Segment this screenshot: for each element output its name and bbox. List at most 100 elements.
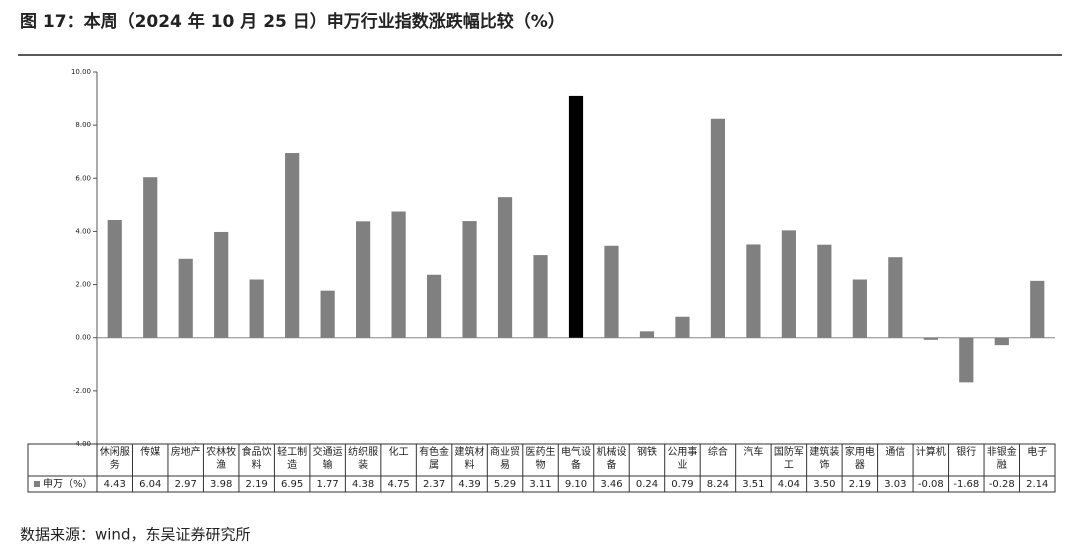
category-cell: 建筑材料: [454, 447, 485, 471]
x-tick-label: 银行: [956, 447, 977, 458]
value-label: -0.08: [918, 479, 944, 490]
value-label: 0.79: [671, 479, 693, 490]
value-label: -1.68: [953, 479, 979, 490]
category-cell: 商业贸易: [490, 447, 521, 471]
bar: [852, 279, 867, 338]
value-label: 4.75: [387, 479, 409, 490]
category-cell: 电子: [1027, 447, 1048, 458]
bar: [143, 177, 158, 338]
value-label: 4.04: [778, 479, 800, 490]
x-tick-label: 交通运输: [312, 447, 343, 471]
x-tick-label: 综合: [707, 447, 728, 458]
category-cell: 公用事业: [667, 447, 698, 471]
bar: [781, 230, 796, 338]
category-cell: 电气设备: [561, 447, 591, 471]
source: 数据来源：wind，东吴证券研究所: [20, 526, 250, 544]
value-label: 0.24: [636, 479, 658, 490]
y-tick-label: -2.00: [73, 387, 91, 395]
value-label: 2.14: [1026, 479, 1048, 490]
value-label: 6.04: [139, 479, 161, 490]
bar: [710, 118, 726, 338]
category-cell: 银行: [956, 447, 977, 458]
value-label: -0.28: [989, 479, 1015, 490]
value-label: 1.77: [316, 479, 338, 490]
category-cell: 食品饮料: [241, 447, 272, 471]
y-tick-label: 10.00: [71, 68, 91, 76]
value-label: 2.19: [849, 479, 871, 490]
x-tick-label: 房地产: [170, 447, 201, 458]
bar: [959, 337, 974, 383]
category-cell: 钢铁: [636, 447, 657, 458]
bar: [107, 220, 122, 338]
value-label: 2.19: [246, 479, 268, 490]
value-label: 3.11: [529, 479, 551, 490]
bar: [497, 197, 513, 338]
x-tick-label: 公用事业: [667, 447, 698, 471]
legend-swatch: [34, 481, 40, 487]
x-tick-label: 休闲服务: [99, 447, 130, 471]
value-label: 6.95: [281, 479, 303, 490]
x-tick-label: 计算机: [915, 447, 946, 458]
value-label: 2.37: [423, 479, 445, 490]
category-cell: 医药生物: [525, 447, 556, 471]
y-tick-label: 8.00: [75, 121, 91, 129]
category-cell: 家用电器: [844, 447, 875, 471]
x-tick-label: 汽车: [743, 447, 764, 458]
category-cell: 机械设备: [596, 447, 627, 471]
value-label: 3.51: [742, 479, 764, 490]
x-tick-label: 通信: [885, 447, 906, 458]
x-tick-label: 化工: [388, 447, 409, 458]
y-tick-label: 6.00: [75, 174, 91, 182]
y-tick-label: 2.00: [75, 281, 91, 289]
bar: [426, 274, 442, 338]
x-tick-label: 钢铁: [636, 447, 657, 458]
x-tick-label: 非银金融: [986, 447, 1017, 471]
category-cell: 房地产: [170, 447, 201, 458]
x-tick-label: 商业贸易: [490, 447, 521, 471]
category-cell: 交通运输: [312, 447, 343, 471]
bar: [320, 290, 335, 338]
bar: [178, 258, 193, 338]
x-tick-label: 有色金属: [419, 447, 450, 471]
value-label: 5.29: [494, 479, 516, 490]
x-tick-label: 建筑装饰: [809, 447, 840, 471]
value-label: 2.97: [175, 479, 197, 490]
bar: [604, 245, 619, 338]
category-cell: 化工: [388, 447, 409, 458]
x-tick-label: 农林牧渔: [206, 447, 237, 471]
bar: [391, 211, 406, 338]
bar: [994, 337, 1009, 346]
category-cell: 综合: [707, 447, 728, 458]
x-tick-label: 机械设备: [596, 447, 627, 471]
bar: [285, 153, 300, 338]
bar: [639, 331, 655, 338]
category-cell: 有色金属: [419, 447, 450, 471]
bar: [249, 279, 264, 338]
chart-title: 图 17：本周（2024 年 10 月 25 日）申万行业指数涨跌幅比较（%）: [20, 11, 565, 32]
value-label: 4.39: [458, 479, 480, 490]
category-cell: 国防军工: [774, 447, 804, 471]
bar: [675, 316, 690, 338]
y-tick-label: 0.00: [75, 334, 91, 342]
x-tick-label: 医药生物: [525, 447, 556, 471]
category-cell: 轻工制造: [277, 447, 307, 471]
value-label: 3.98: [210, 479, 232, 490]
y-tick-label: 4.00: [75, 227, 91, 235]
bar: [746, 244, 761, 338]
x-tick-label: 建筑材料: [454, 447, 485, 471]
category-cell: 计算机: [915, 447, 946, 458]
category-cell: 通信: [885, 447, 906, 458]
category-cell: 传媒: [140, 447, 160, 458]
category-cell: 农林牧渔: [206, 447, 237, 471]
value-label: 3.50: [813, 479, 835, 490]
x-tick-label: 电子: [1027, 447, 1048, 458]
x-tick-label: 家用电器: [844, 447, 875, 471]
category-cell: 休闲服务: [99, 447, 130, 471]
category-cell: 纺织服装: [348, 447, 378, 471]
category-cell: 建筑装饰: [809, 447, 840, 471]
value-label: 4.43: [104, 479, 126, 490]
bar: [923, 337, 938, 340]
x-tick-label: 食品饮料: [241, 447, 272, 471]
bar: [533, 255, 548, 338]
